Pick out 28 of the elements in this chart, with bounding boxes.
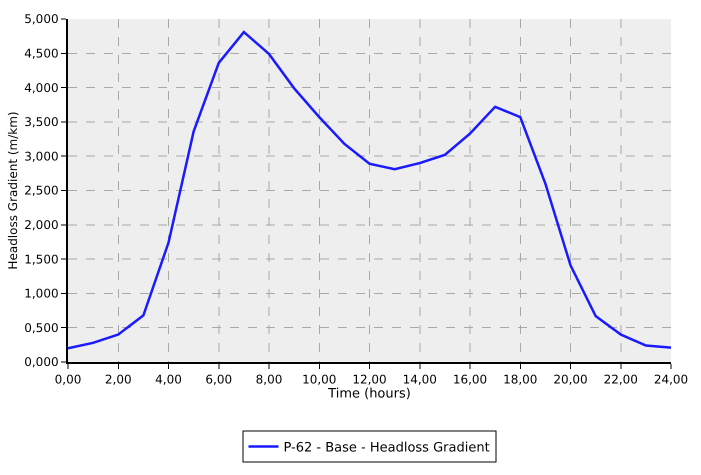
y-tick-label: 0,000 — [24, 355, 59, 370]
y-tick-label: 3,000 — [24, 149, 59, 164]
y-tick-label: 1,500 — [24, 252, 59, 266]
x-tick-label: 2,00 — [104, 372, 132, 386]
y-tick-label: 3,500 — [24, 115, 59, 130]
x-tick-label: 12,00 — [352, 372, 387, 386]
y-tick-label: 5,000 — [24, 12, 59, 26]
x-axis-title: Time (hours) — [327, 386, 411, 402]
x-tick-label: 16,00 — [452, 372, 488, 386]
y-axis-title: Headloss Gradient (m/km) — [6, 111, 20, 270]
y-tick-label: 1,000 — [24, 286, 59, 301]
x-tick-label: 20,00 — [553, 372, 588, 386]
x-tick-label: 10,00 — [302, 372, 336, 386]
y-tick-label: 2,500 — [24, 184, 59, 198]
x-tick-label: 24,00 — [654, 372, 688, 386]
y-tick-label: 4,500 — [24, 46, 59, 60]
y-tick-label: 4,000 — [24, 80, 59, 95]
x-tick-label: 18,00 — [503, 372, 538, 386]
y-tick-label: 0,500 — [24, 320, 59, 335]
legend-label: P-62 - Base - Headloss Gradient — [284, 440, 490, 456]
x-tick-label: 0,00 — [54, 372, 82, 386]
x-tick-label: 14,00 — [402, 372, 437, 386]
line-series — [68, 30, 671, 350]
x-tick-label: 4,00 — [155, 372, 182, 386]
x-tick-label: 6,00 — [205, 372, 232, 386]
y-tick-label: 2,000 — [24, 218, 59, 232]
x-tick-label: 8,00 — [256, 372, 282, 386]
x-tick-label: 22,00 — [604, 372, 638, 386]
